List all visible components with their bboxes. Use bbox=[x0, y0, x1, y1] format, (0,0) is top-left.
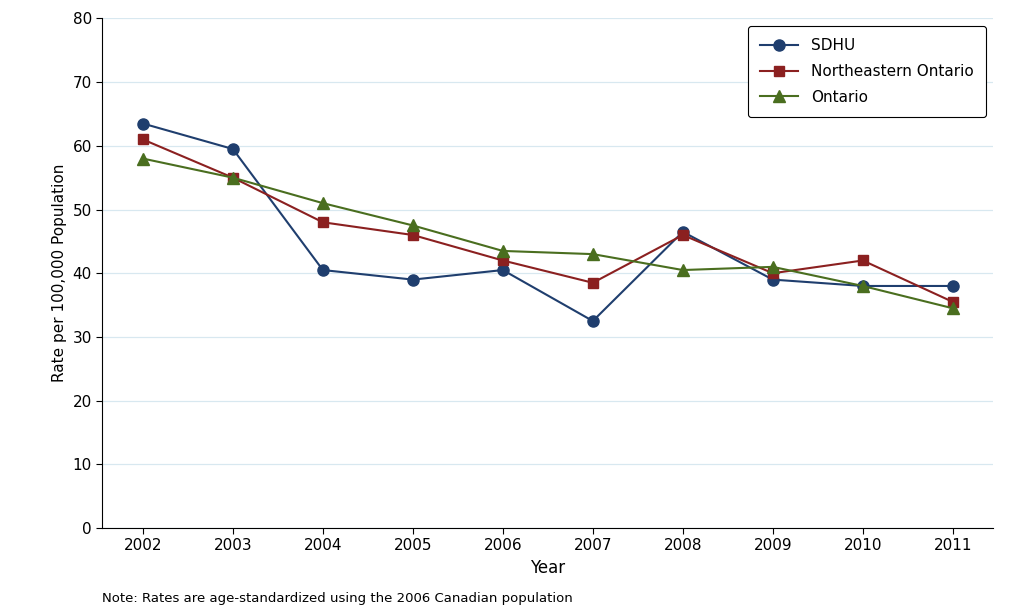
Ontario bbox=[497, 247, 509, 255]
Northeastern Ontario bbox=[587, 279, 599, 287]
Line: Ontario: Ontario bbox=[137, 153, 958, 314]
SDHU bbox=[137, 120, 150, 127]
SDHU bbox=[767, 276, 779, 283]
SDHU bbox=[497, 266, 509, 274]
Northeastern Ontario bbox=[497, 257, 509, 264]
Northeastern Ontario bbox=[316, 219, 329, 226]
SDHU bbox=[946, 282, 958, 290]
Northeastern Ontario bbox=[137, 136, 150, 143]
Ontario bbox=[407, 222, 419, 229]
SDHU bbox=[226, 146, 239, 153]
Line: SDHU: SDHU bbox=[137, 118, 958, 327]
SDHU bbox=[316, 266, 329, 274]
Ontario bbox=[767, 263, 779, 271]
Ontario bbox=[857, 282, 869, 290]
Ontario bbox=[226, 174, 239, 181]
SDHU bbox=[587, 317, 599, 325]
Northeastern Ontario bbox=[946, 298, 958, 306]
Legend: SDHU, Northeastern Ontario, Ontario: SDHU, Northeastern Ontario, Ontario bbox=[748, 26, 986, 117]
SDHU bbox=[407, 276, 419, 283]
Ontario bbox=[587, 251, 599, 258]
Northeastern Ontario bbox=[767, 270, 779, 277]
Ontario bbox=[946, 305, 958, 312]
Text: Note: Rates are age-standardized using the 2006 Canadian population: Note: Rates are age-standardized using t… bbox=[102, 592, 573, 605]
Northeastern Ontario bbox=[857, 257, 869, 264]
Line: Northeastern Ontario: Northeastern Ontario bbox=[138, 134, 957, 307]
Northeastern Ontario bbox=[407, 231, 419, 239]
X-axis label: Year: Year bbox=[530, 559, 565, 577]
Y-axis label: Rate per 100,000 Population: Rate per 100,000 Population bbox=[52, 164, 67, 383]
Northeastern Ontario bbox=[226, 174, 239, 181]
Ontario bbox=[137, 155, 150, 162]
Ontario bbox=[677, 266, 689, 274]
SDHU bbox=[857, 282, 869, 290]
Ontario bbox=[316, 200, 329, 207]
Northeastern Ontario bbox=[677, 231, 689, 239]
SDHU bbox=[677, 228, 689, 236]
